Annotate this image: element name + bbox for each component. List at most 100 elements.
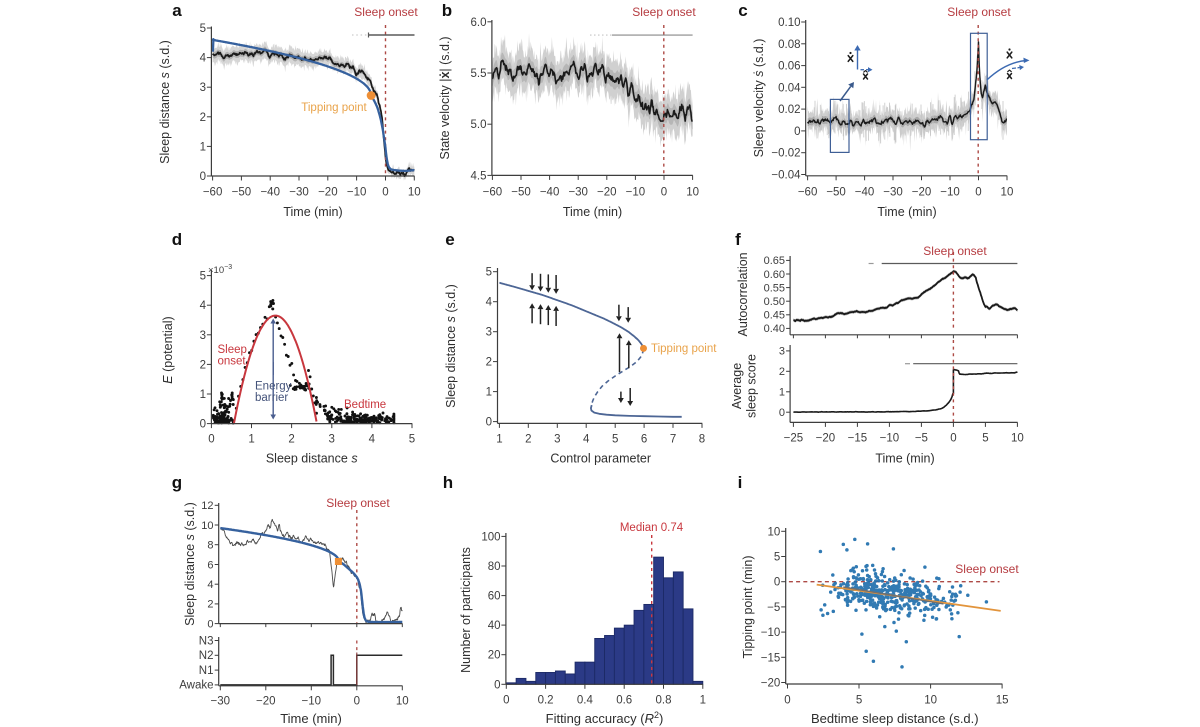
- svg-text:Sleep onset: Sleep onset: [632, 5, 696, 19]
- svg-text:4: 4: [200, 53, 207, 65]
- svg-text:−10: −10: [626, 187, 646, 199]
- svg-text:4: 4: [583, 434, 590, 446]
- svg-text:4.5: 4.5: [471, 170, 487, 182]
- svg-text:−40: −40: [855, 187, 875, 199]
- svg-text:5.0: 5.0: [471, 119, 487, 131]
- svg-text:−15: −15: [761, 652, 781, 664]
- svg-text:Sleep onset: Sleep onset: [326, 496, 390, 510]
- svg-text:−30: −30: [211, 696, 231, 708]
- svg-text:0: 0: [503, 695, 509, 707]
- svg-text:8: 8: [699, 434, 705, 446]
- svg-text:0.40: 0.40: [764, 323, 785, 335]
- svg-text:1: 1: [700, 695, 706, 707]
- svg-text:10: 10: [1001, 187, 1014, 199]
- svg-text:Sleep distance s (s.d.): Sleep distance s (s.d.): [183, 502, 197, 626]
- svg-text:−20: −20: [816, 433, 836, 445]
- svg-text:1: 1: [486, 387, 492, 399]
- svg-text:−0.04: −0.04: [771, 169, 801, 181]
- svg-text:h: h: [443, 473, 453, 492]
- svg-text:E (potential): E (potential): [161, 316, 175, 383]
- svg-text:Tipping point: Tipping point: [301, 102, 367, 114]
- svg-text:−20: −20: [597, 187, 617, 199]
- svg-text:−30: −30: [568, 187, 588, 199]
- svg-text:2: 2: [207, 599, 213, 611]
- svg-text:0.06: 0.06: [778, 61, 800, 73]
- svg-text:0.55: 0.55: [764, 282, 785, 294]
- svg-text:0: 0: [975, 187, 981, 199]
- svg-text:3: 3: [554, 434, 560, 446]
- svg-text:0: 0: [200, 171, 206, 183]
- svg-text:10: 10: [768, 526, 781, 538]
- svg-text:5: 5: [612, 434, 618, 446]
- svg-text:0: 0: [486, 417, 492, 429]
- svg-text:Median 0.74: Median 0.74: [620, 522, 684, 534]
- svg-text:Sleep distance s (s.d.): Sleep distance s (s.d.): [444, 284, 458, 408]
- svg-text:sleep score: sleep score: [745, 354, 759, 418]
- svg-text:2: 2: [779, 366, 785, 378]
- svg-text:Sleep onset: Sleep onset: [947, 5, 1011, 19]
- svg-text:0: 0: [661, 187, 667, 199]
- svg-text:100: 100: [481, 531, 500, 543]
- svg-text:0.10: 0.10: [778, 17, 800, 29]
- svg-text:10: 10: [408, 187, 421, 199]
- svg-text:0.4: 0.4: [577, 695, 594, 707]
- svg-text:Sleep onset: Sleep onset: [955, 562, 1019, 576]
- svg-text:2: 2: [200, 112, 206, 124]
- svg-text:−30: −30: [883, 187, 903, 199]
- svg-text:12: 12: [201, 500, 213, 512]
- svg-text:−5: −5: [767, 602, 780, 614]
- svg-text:−40: −40: [540, 187, 560, 199]
- svg-text:3: 3: [200, 330, 206, 342]
- svg-text:0.60: 0.60: [764, 269, 785, 281]
- svg-text:State velocity |ẋ| (s.d.): State velocity |ẋ| (s.d.): [438, 36, 452, 159]
- svg-text:a: a: [172, 1, 182, 20]
- svg-text:Number of participants: Number of participants: [459, 547, 473, 673]
- svg-text:0.50: 0.50: [764, 296, 785, 308]
- svg-text:0.2: 0.2: [538, 695, 554, 707]
- svg-text:−50: −50: [232, 187, 252, 199]
- svg-text:40: 40: [488, 620, 501, 632]
- svg-text:10: 10: [396, 696, 409, 708]
- svg-text:3: 3: [329, 434, 335, 446]
- svg-text:g: g: [172, 473, 182, 492]
- svg-text:Bedtime: Bedtime: [344, 399, 386, 411]
- svg-text:−10: −10: [347, 187, 367, 199]
- svg-text:−10: −10: [880, 433, 900, 445]
- svg-text:0.08: 0.08: [778, 39, 800, 51]
- svg-text:5: 5: [486, 267, 492, 279]
- svg-text:5: 5: [409, 434, 415, 446]
- svg-text:0: 0: [354, 696, 360, 708]
- svg-text:d: d: [172, 230, 182, 249]
- svg-text:0.8: 0.8: [656, 695, 672, 707]
- svg-text:−0.02: −0.02: [771, 148, 800, 160]
- svg-text:1: 1: [779, 387, 785, 399]
- svg-text:c: c: [738, 1, 747, 20]
- svg-text:1: 1: [496, 434, 502, 446]
- svg-text:e: e: [445, 230, 454, 249]
- svg-text:Time (min): Time (min): [283, 205, 342, 219]
- svg-text:0: 0: [784, 695, 790, 707]
- svg-text:−20: −20: [318, 187, 338, 199]
- svg-text:Sleep onset: Sleep onset: [354, 5, 418, 19]
- svg-text:0.45: 0.45: [764, 310, 785, 322]
- svg-text:f: f: [735, 230, 741, 249]
- svg-text:1: 1: [200, 389, 206, 401]
- svg-text:−50: −50: [826, 187, 846, 199]
- svg-text:−50: −50: [511, 187, 531, 199]
- svg-text:6.0: 6.0: [471, 17, 487, 29]
- svg-text:4: 4: [200, 300, 207, 312]
- svg-text:Bedtime sleep distance (s.d.): Bedtime sleep distance (s.d.): [811, 711, 979, 726]
- svg-text:0: 0: [950, 433, 956, 445]
- svg-text:2: 2: [200, 359, 206, 371]
- svg-text:Average: Average: [730, 363, 744, 409]
- svg-text:Awake: Awake: [179, 680, 213, 692]
- svg-text:Sleep distance s (s.d.): Sleep distance s (s.d.): [158, 40, 172, 164]
- svg-text:0: 0: [794, 126, 800, 138]
- svg-text:4: 4: [369, 434, 376, 446]
- svg-text:0.04: 0.04: [778, 82, 801, 94]
- svg-text:N2: N2: [199, 650, 214, 662]
- svg-text:N1: N1: [199, 665, 214, 677]
- svg-text:−5: −5: [915, 433, 928, 445]
- svg-text:10: 10: [924, 695, 937, 707]
